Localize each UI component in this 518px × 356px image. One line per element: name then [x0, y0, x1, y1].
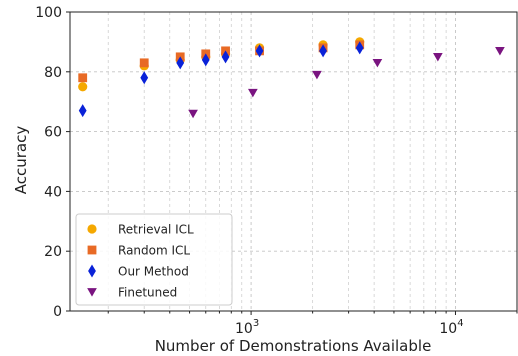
point-finetuned [188, 109, 198, 119]
x-axis-ticks: 103 104 [107, 311, 518, 337]
legend-marker-our-method [88, 264, 96, 278]
y-axis-label: Accuracy [12, 126, 30, 195]
point-our-method [221, 50, 230, 64]
point-finetuned [312, 70, 322, 80]
point-finetuned [433, 52, 443, 62]
point-finetuned [248, 88, 258, 98]
point-our-method [140, 71, 149, 85]
legend-marker-finetuned [87, 288, 97, 297]
y-tick-label: 100 [35, 5, 62, 21]
legend-label-random-icl: Random ICL [118, 244, 190, 258]
data-points [78, 37, 505, 119]
x-tick-label: 103 [235, 318, 259, 337]
x-tick-label: 104 [439, 318, 463, 337]
legend: Retrieval ICL Random ICL Our Method Finetun… [75, 213, 233, 306]
legend-label-retrieval-icl: Retrieval ICL [118, 223, 194, 237]
y-axis-ticks: 0 20 40 60 80 100 [35, 5, 70, 320]
legend-label-finetuned: Finetuned [118, 286, 177, 300]
y-tick-label: 40 [44, 184, 62, 200]
legend-box [75, 213, 233, 306]
point-our-method [201, 53, 210, 67]
point-our-method [355, 41, 364, 55]
y-tick-label: 0 [53, 304, 62, 320]
legend-marker-retrieval-icl [87, 224, 97, 234]
point-our-method [78, 104, 87, 118]
point-our-method [255, 44, 264, 58]
y-tick-label: 20 [44, 244, 62, 260]
point-random-icl [139, 58, 149, 68]
y-tick-label: 80 [44, 65, 62, 81]
legend-label-our-method: Our Method [118, 265, 189, 279]
plot-frame [69, 11, 518, 312]
point-finetuned [372, 58, 383, 68]
y-tick-label: 60 [44, 125, 62, 141]
point-our-method [319, 44, 327, 58]
legend-marker-random-icl [87, 245, 97, 255]
point-retrieval-icl [78, 82, 88, 92]
point-our-method [176, 56, 185, 70]
point-random-icl [78, 73, 88, 83]
point-finetuned [495, 46, 505, 56]
x-axis-label: Number of Demonstrations Available [155, 337, 432, 355]
